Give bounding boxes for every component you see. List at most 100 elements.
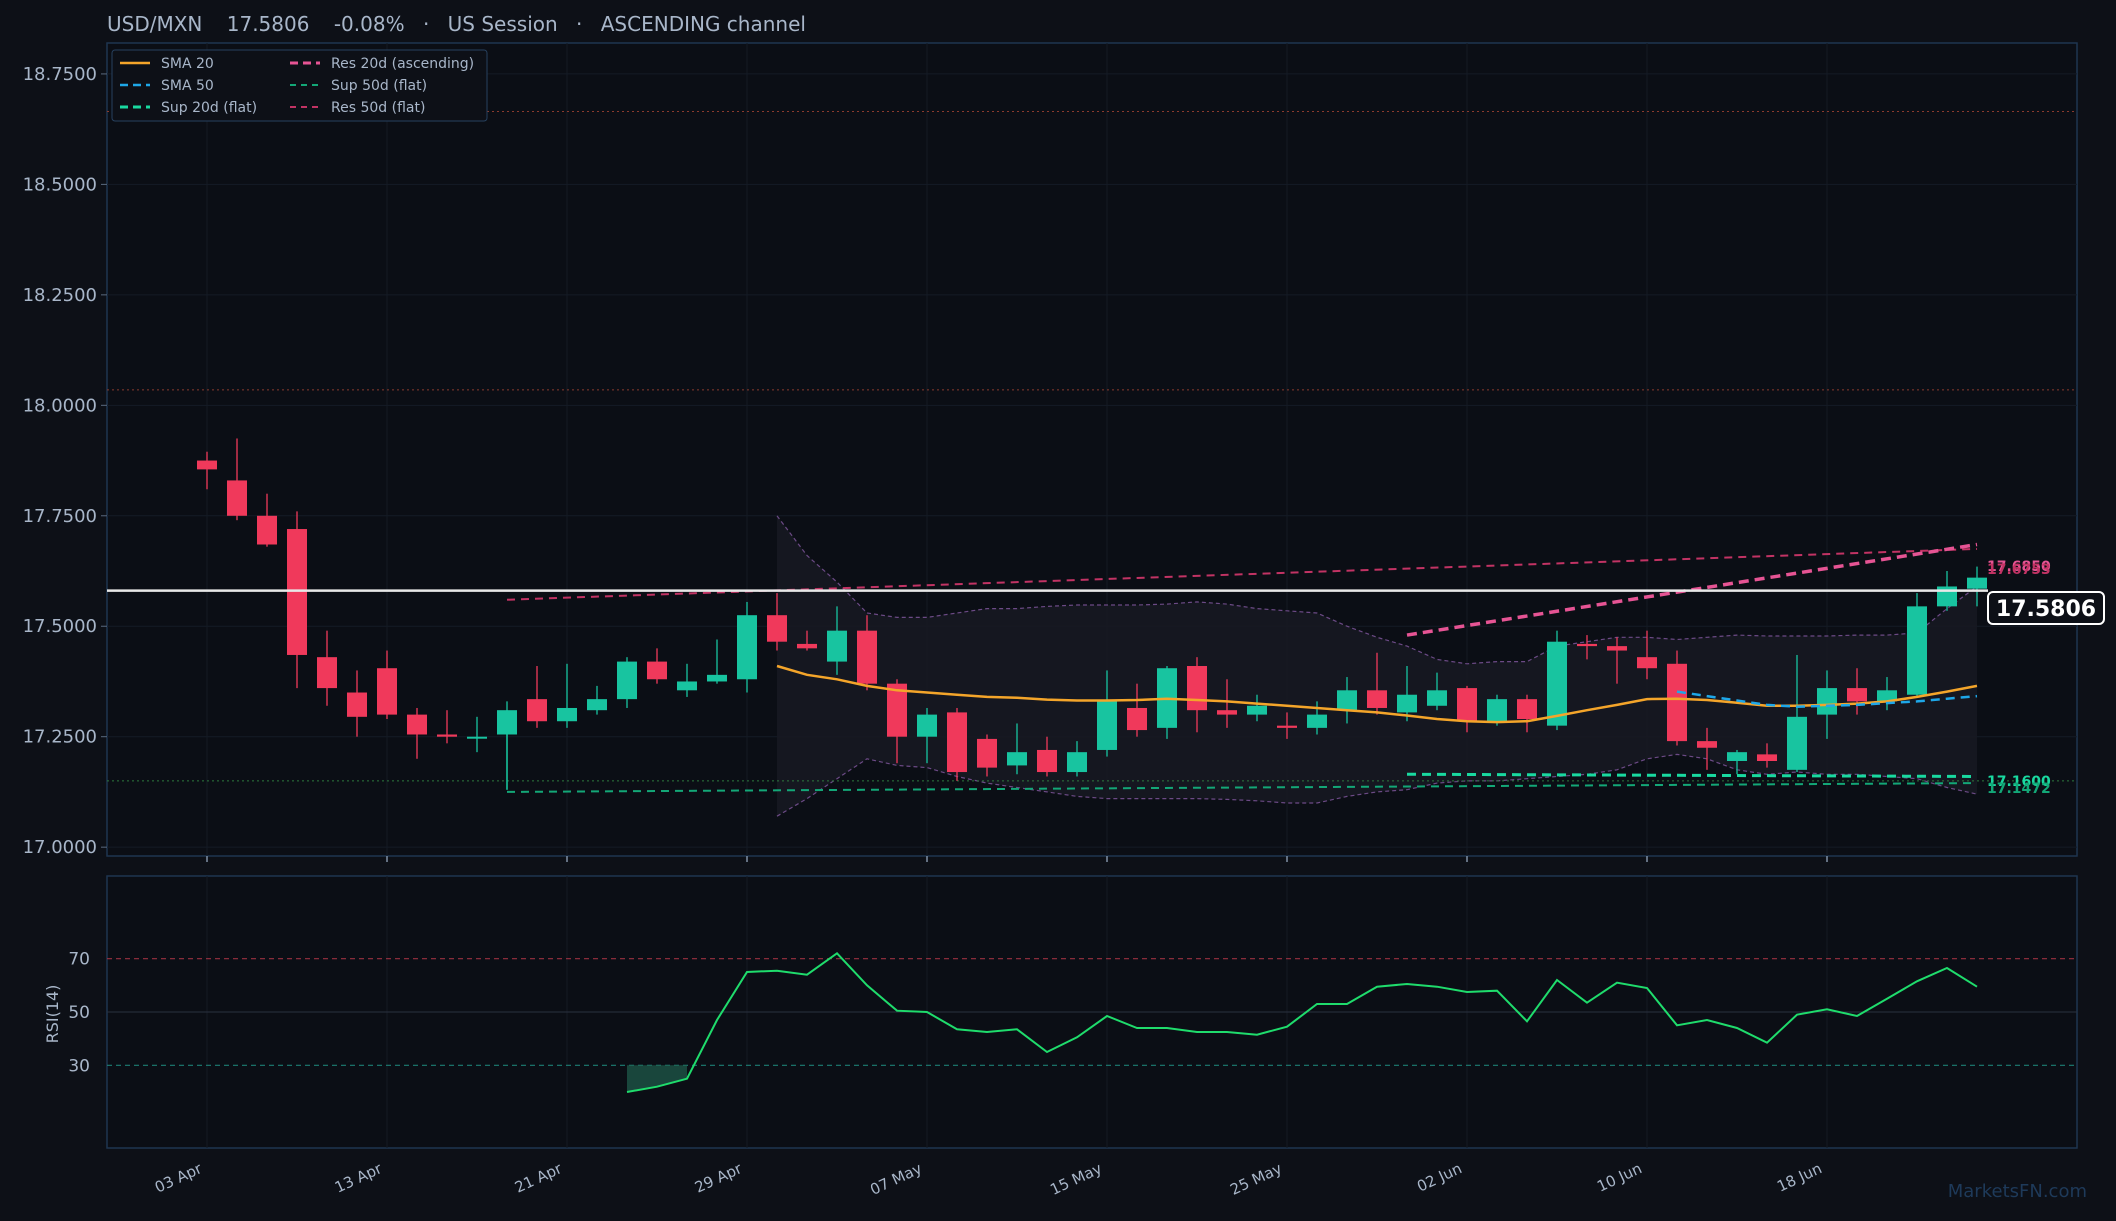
candle-body — [1067, 752, 1087, 773]
candle-body — [587, 699, 607, 711]
candle-body — [527, 699, 547, 722]
price-tick-label: 18.0000 — [23, 395, 97, 416]
header-symbol: USD/MXN — [107, 12, 202, 36]
sma50-line — [1676, 690, 1978, 708]
candle-body — [1697, 741, 1717, 748]
candle-body — [1367, 690, 1387, 708]
price-tick-label: 17.0000 — [23, 837, 97, 858]
legend-box — [111, 49, 488, 122]
header-price: 17.5806 — [227, 12, 310, 36]
price-axis: 17.0000 17.2500 17.5000 17.7500 18.0000 18.25… — [23, 64, 107, 858]
candle-body — [827, 630, 847, 662]
candle-body — [1907, 606, 1927, 695]
candle-body — [1427, 690, 1447, 706]
candle-body — [1007, 752, 1027, 766]
candle-body — [887, 683, 907, 737]
legend-label-sma50: SMA 50 — [161, 78, 214, 94]
legend-label-res20: Res 20d (ascending) — [331, 56, 474, 72]
candle-body — [617, 661, 637, 700]
candle-body — [377, 668, 397, 715]
price-tick-label: 18.7500 — [23, 64, 97, 85]
candle-body — [1967, 577, 1987, 589]
candle-body — [467, 736, 487, 739]
res20-level-label: 17.6850 — [1987, 559, 2051, 575]
candle-body — [1217, 710, 1237, 715]
candle-body — [1877, 690, 1897, 702]
candle-body — [797, 643, 817, 649]
current-price-badge — [1987, 591, 2105, 625]
watermark: MarketsFN.com — [1948, 1181, 2087, 1202]
header-title: USD/MXN 17.5806 -0.08% · US Session · AS… — [107, 12, 806, 36]
candle-body — [1247, 705, 1267, 715]
candle-body — [857, 630, 877, 684]
candle-body — [1187, 666, 1207, 711]
res50-level-label: 17.6753 — [1987, 562, 2051, 578]
sup50-level-label: 17.1472 — [1987, 781, 2051, 797]
price-tick-label: 17.7500 — [23, 506, 97, 527]
candle-body — [437, 734, 457, 737]
candle-body — [347, 692, 367, 717]
header-change: -0.08% — [334, 12, 405, 36]
rsi-line — [626, 951, 1978, 1093]
candle-body — [407, 714, 427, 735]
rsi-oversold-fill — [627, 1065, 687, 1092]
candle-body — [1847, 688, 1867, 702]
candle-body — [257, 515, 277, 545]
rsi-tick-label: 30 — [68, 1056, 90, 1076]
legend-label-sup20: Sup 20d (flat) — [161, 100, 257, 116]
candle-body — [557, 707, 577, 722]
candle-body — [1037, 749, 1057, 773]
rsi-tick-label: 70 — [68, 950, 90, 970]
candle-body — [1757, 754, 1777, 762]
sma20-line — [776, 664, 1978, 724]
candle-body — [497, 710, 517, 735]
candle-body — [1517, 699, 1537, 720]
legend-label-sup50: Sup 50d (flat) — [331, 78, 427, 94]
candle-body — [1307, 714, 1327, 728]
price-tick-label: 18.2500 — [23, 285, 97, 306]
candle-body — [1637, 657, 1657, 669]
sup20-line — [1406, 772, 1978, 778]
candle-body — [197, 460, 217, 470]
price-tick-label: 18.5000 — [23, 174, 97, 195]
moving-averages — [776, 664, 1978, 724]
header-separator-1: · — [423, 12, 429, 36]
candle-body — [1397, 694, 1417, 713]
candle-body — [1457, 688, 1477, 722]
candle-body — [1667, 663, 1687, 742]
header-channel: ASCENDING channel — [601, 12, 806, 36]
candle-body — [1547, 641, 1567, 726]
candle-body — [947, 712, 967, 773]
candle-body — [737, 615, 757, 680]
sup50-line — [506, 782, 1978, 793]
candle-body — [647, 661, 667, 680]
rsi-tick-label: 50 — [68, 1003, 90, 1023]
candle-body — [1337, 690, 1357, 711]
header-separator-2: · — [576, 12, 582, 36]
candle-body — [1577, 643, 1597, 647]
candle-body — [707, 674, 727, 682]
candle-body — [677, 681, 697, 691]
candle-body — [227, 480, 247, 516]
price-tick-label: 17.5000 — [23, 616, 97, 637]
header-session: US Session — [448, 12, 558, 36]
legend-label-sma20: SMA 20 — [161, 56, 214, 72]
channel-band-upper — [776, 515, 1978, 665]
sup20-level-label: 17.1600 — [1987, 774, 2051, 790]
candle-body — [287, 529, 307, 655]
reference-lines — [107, 110, 2077, 782]
legend-label-res50: Res 50d (flat) — [331, 100, 425, 116]
candle-body — [1097, 701, 1117, 750]
rsi-axis-title: RSI(14) — [43, 985, 62, 1044]
current-price-label: 17.5806 — [1996, 597, 2096, 622]
candle-body — [1787, 716, 1807, 770]
price-tick-label: 17.2500 — [23, 727, 97, 748]
candle-body — [917, 714, 937, 737]
candle-body — [1487, 699, 1507, 722]
candle-body — [1607, 646, 1627, 651]
candle-body — [767, 615, 787, 642]
candle-body — [1277, 725, 1297, 728]
candle-body — [1727, 752, 1747, 762]
